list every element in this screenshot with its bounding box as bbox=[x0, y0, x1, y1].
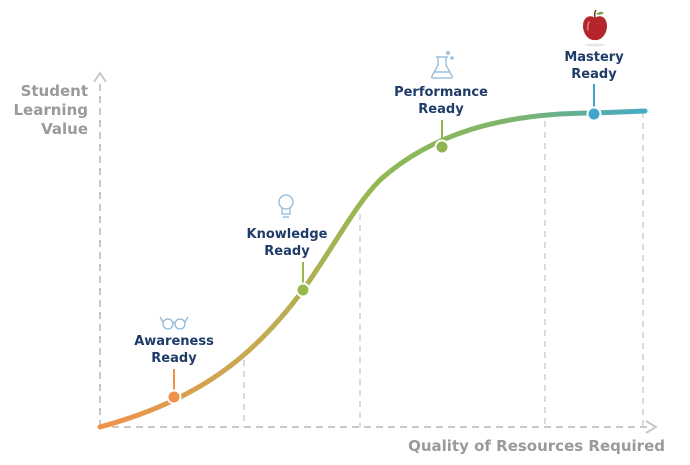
stage-label-line-1: Knowledge bbox=[246, 227, 328, 242]
flask-icon bbox=[431, 51, 454, 79]
stage-label-performance: Performance Ready bbox=[381, 84, 501, 118]
stage-label-line-1: Awareness bbox=[134, 334, 214, 349]
awareness-point bbox=[166, 389, 182, 405]
stage-dividers bbox=[243, 112, 644, 427]
stage-label-knowledge: Knowledge Ready bbox=[227, 226, 347, 260]
y-axis-label-line-1: Student bbox=[20, 82, 88, 100]
stage-label-line-2: Ready bbox=[151, 351, 197, 366]
y-axis-label-line-3: Value bbox=[41, 120, 88, 138]
stage-label-mastery: Mastery Ready bbox=[534, 49, 654, 83]
mastery-point bbox=[586, 106, 602, 122]
stage-label-awareness: Awareness Ready bbox=[114, 333, 234, 367]
lightbulb-icon bbox=[278, 194, 294, 218]
stage-label-line-2: Ready bbox=[571, 67, 617, 82]
y-axis-label: Student Learning Value bbox=[8, 82, 89, 139]
x-axis-label: Quality of Resources Required bbox=[408, 437, 665, 455]
x-axis bbox=[100, 420, 658, 434]
performance-point bbox=[434, 139, 450, 155]
y-axis bbox=[93, 71, 107, 427]
apple-icon bbox=[583, 9, 607, 47]
stage-label-line-2: Ready bbox=[264, 244, 310, 259]
learning-curve bbox=[97, 108, 648, 430]
stage-label-line-1: Mastery bbox=[564, 50, 624, 65]
glasses-icon bbox=[159, 316, 189, 330]
knowledge-point bbox=[295, 282, 311, 298]
stage-label-line-2: Ready bbox=[418, 102, 464, 117]
stage-label-line-1: Performance bbox=[394, 85, 488, 100]
y-axis-label-line-2: Learning bbox=[13, 101, 89, 119]
